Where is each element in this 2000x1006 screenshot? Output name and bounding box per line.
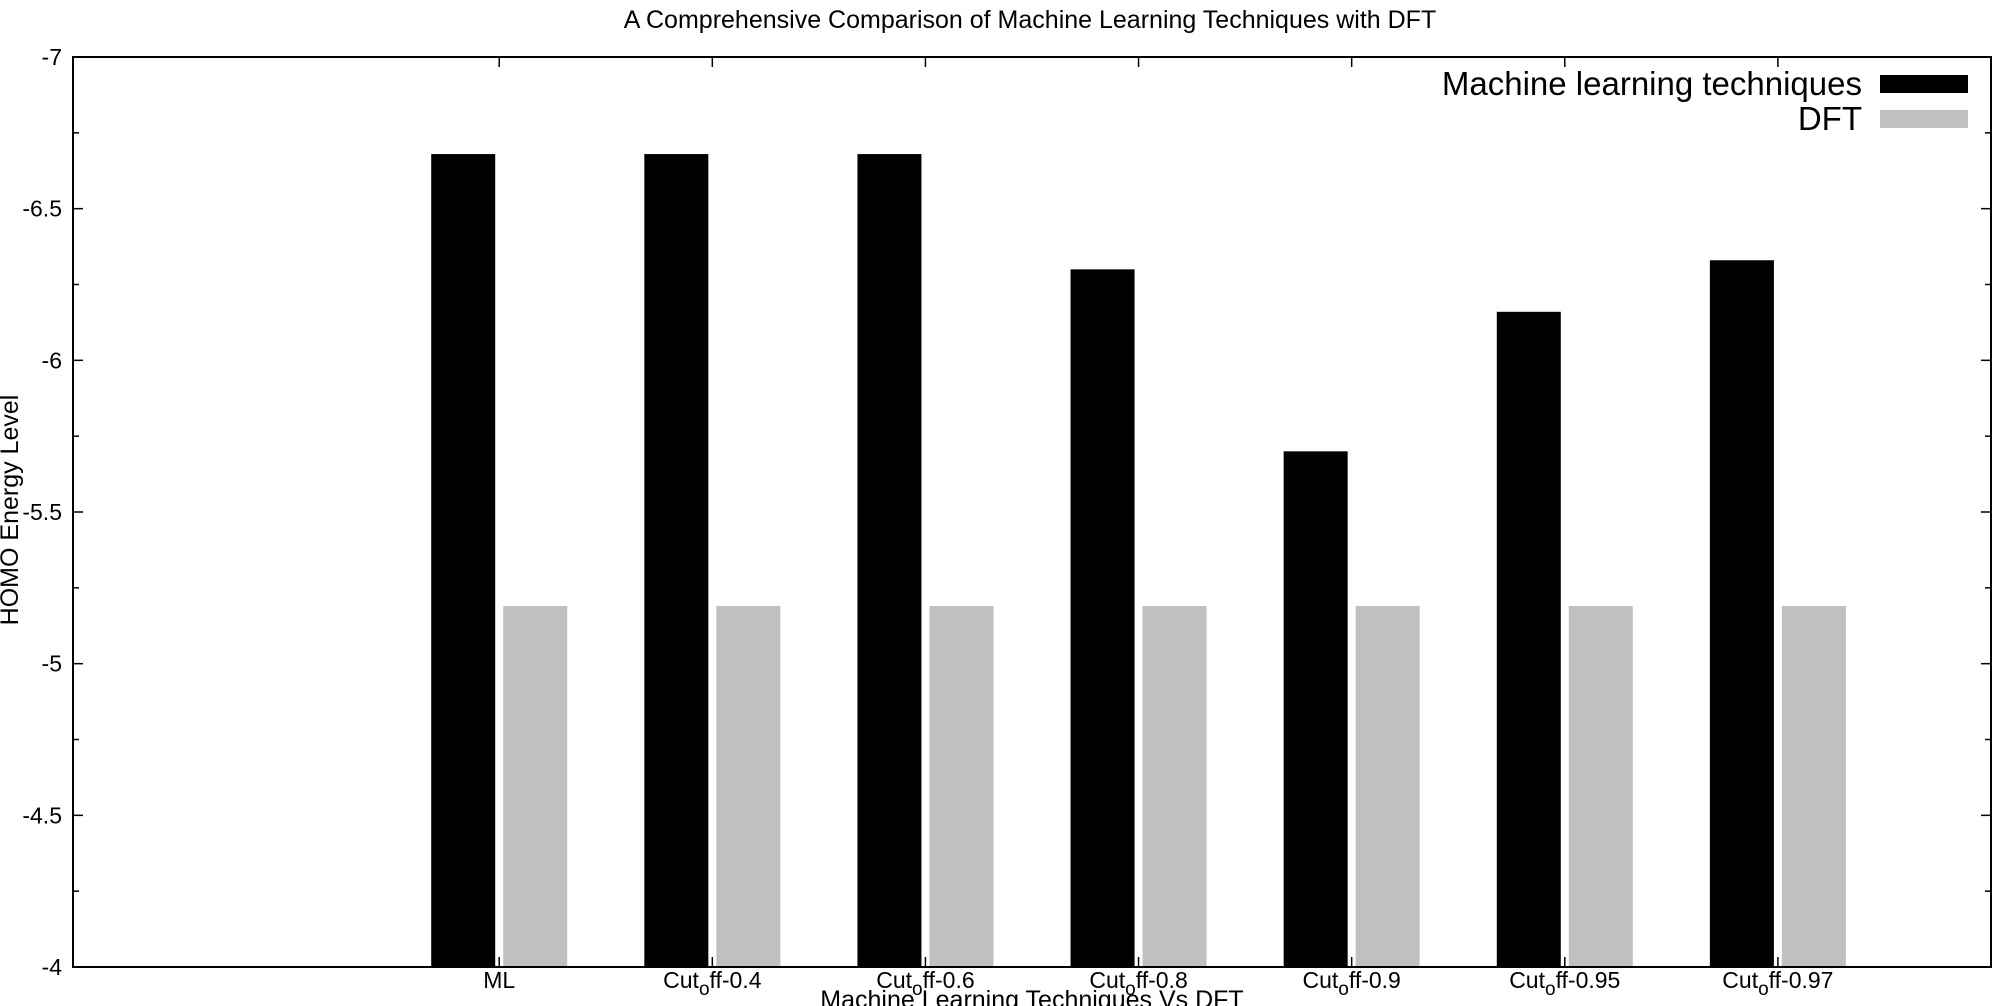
y-tick-label: -4	[42, 954, 63, 980]
x-category-label: Cutoff-0.97	[1722, 967, 1833, 1000]
legend-swatch-1	[1880, 110, 1968, 128]
chart-title: A Comprehensive Comparison of Machine Le…	[624, 6, 1436, 34]
dft-bar-6	[1781, 606, 1846, 967]
tick-marks	[73, 56, 1991, 968]
ml-bar-2	[857, 154, 922, 968]
ml-bar-0	[431, 154, 496, 968]
x-category-label: Cutoff-0.4	[663, 967, 762, 1000]
x-category-label: Cutoff-0.6	[876, 967, 974, 1000]
y-tick-label: -4.5	[22, 802, 62, 828]
ml-bar-1	[644, 154, 709, 968]
dft-bar-4	[1355, 606, 1420, 967]
ml-bar-5	[1496, 311, 1561, 967]
dft-bar-2	[929, 606, 994, 967]
legend-label-1: DFT	[1798, 100, 1862, 137]
x-category-label: Cutoff-0.95	[1509, 967, 1620, 1000]
y-tick-label: -6.5	[22, 196, 62, 222]
x-category-label: Cutoff-0.8	[1089, 967, 1187, 1000]
dft-bar-3	[1142, 606, 1207, 967]
y-tick-label: -7	[42, 44, 62, 70]
dft-bar-5	[1568, 606, 1633, 967]
x-tick-labels: ML Cutoff-0.4 Cutoff-0.6 Cutoff-0.8 Cutoff-0…	[483, 967, 1833, 1000]
x-category-label: Cutoff-0.9	[1302, 967, 1400, 1000]
y-tick-label: -5	[42, 651, 62, 677]
legend-swatch-0	[1880, 75, 1968, 93]
plot-frame	[72, 56, 1992, 968]
y-tick-label: -5.5	[22, 499, 62, 525]
ml-bar-6	[1709, 260, 1774, 967]
ml-bar-3	[1070, 269, 1135, 967]
ml-bar-4	[1283, 451, 1348, 967]
y-tick-labels: -7 -6.5 -6 -5.5 -5 -4.5 -4	[22, 44, 62, 980]
dft-bar-0	[503, 606, 568, 967]
y-tick-label: -6	[42, 347, 62, 373]
x-axis-label: Machine Learning Techniques Vs DFT	[820, 986, 1243, 1006]
y-axis-label: HOMO Energy Level	[0, 395, 24, 626]
bars-group	[431, 154, 1846, 968]
dft-bar-1	[716, 606, 781, 967]
x-category-label: ML	[483, 967, 515, 993]
legend-label-0: Machine learning techniques	[1442, 65, 1862, 102]
